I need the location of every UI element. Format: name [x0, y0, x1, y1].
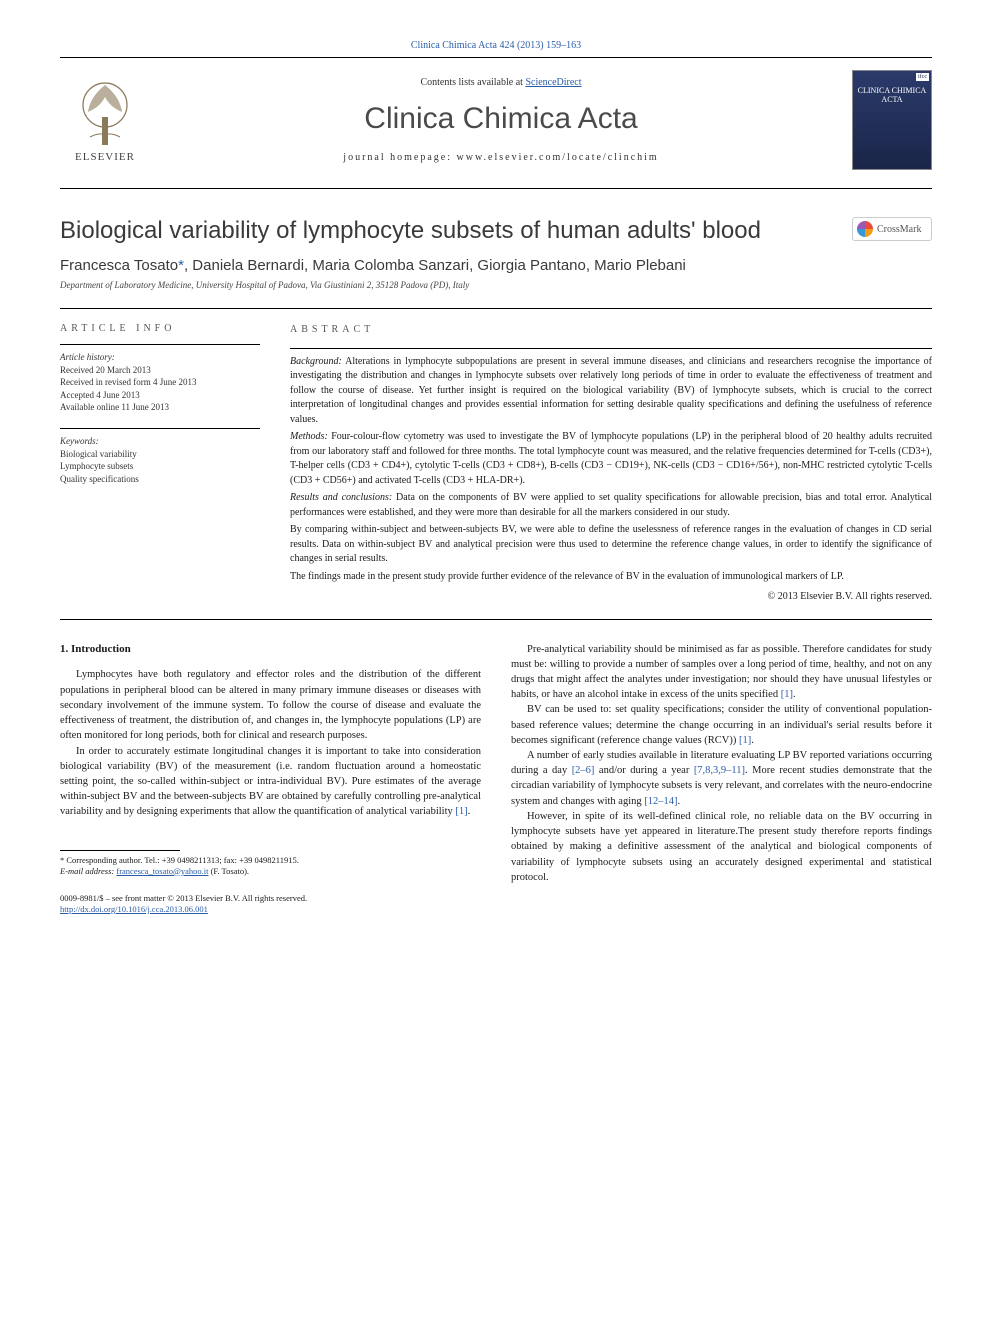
p5b: and/or during a year	[594, 765, 693, 776]
crossmark-icon	[857, 221, 873, 237]
doi-link[interactable]: http://dx.doi.org/10.1016/j.cca.2013.06.…	[60, 904, 208, 914]
keyword: Biological variability	[60, 448, 260, 461]
intro-p5: A number of early studies available in l…	[511, 748, 932, 809]
history-label: Article history:	[60, 351, 260, 364]
mid-rule-top	[60, 308, 932, 309]
cite-link[interactable]: [12–14]	[644, 796, 677, 807]
author-corresponding: Francesca Tosato	[60, 257, 178, 274]
history-online: Available online 11 June 2013	[60, 401, 260, 414]
abs-bg-text: Alterations in lymphocyte subpopulations…	[290, 356, 932, 425]
keywords-label: Keywords:	[60, 435, 260, 448]
publisher-name: ELSEVIER	[75, 151, 135, 163]
top-rule	[60, 57, 932, 58]
cite-link[interactable]: [1]	[739, 735, 751, 746]
intro-p1: Lymphocytes have both regulatory and eff…	[60, 667, 481, 743]
info-abstract-row: ARTICLE INFO Article history: Received 2…	[60, 323, 932, 605]
abstract-head: ABSTRACT	[290, 323, 932, 338]
p5d: .	[678, 796, 681, 807]
footnote-rule	[60, 850, 180, 851]
intro-p6: However, in spite of its well-defined cl…	[511, 809, 932, 885]
affiliation: Department of Laboratory Medicine, Unive…	[60, 280, 932, 290]
p4b: .	[751, 735, 754, 746]
cite-link[interactable]: [7,8,3,9–11]	[694, 765, 745, 776]
publisher-logo: ELSEVIER	[60, 70, 150, 170]
intro-p4: BV can be used to: set quality specifica…	[511, 702, 932, 748]
keywords-block: Keywords: Biological variability Lymphoc…	[60, 428, 260, 485]
abstract: ABSTRACT Background: Alterations in lymp…	[290, 323, 932, 605]
contents-prefix: Contents lists available at	[420, 77, 525, 88]
p2b: .	[468, 806, 471, 817]
body-col-right: Pre-analytical variability should be min…	[511, 642, 932, 915]
homepage-url[interactable]: www.elsevier.com/locate/clinchim	[457, 152, 659, 163]
history-revised: Received in revised form 4 June 2013	[60, 376, 260, 389]
p2a: In order to accurately estimate longitud…	[60, 746, 481, 818]
cite-link[interactable]: [2–6]	[572, 765, 595, 776]
bottom-block: 0009-8981/$ – see front matter © 2013 El…	[60, 893, 481, 915]
article-title: Biological variability of lymphocyte sub…	[60, 217, 852, 245]
homepage-prefix: journal homepage:	[343, 152, 456, 163]
footnote-corresponding: * Corresponding author. Tel.: +39 049821…	[60, 855, 481, 866]
article-info-head: ARTICLE INFO	[60, 323, 260, 334]
authors-line: Francesca Tosato*, Daniela Bernardi, Mar…	[60, 257, 932, 274]
article-info: ARTICLE INFO Article history: Received 2…	[60, 323, 260, 605]
contents-line: Contents lists available at ScienceDirec…	[150, 77, 852, 88]
abstract-copyright: © 2013 Elsevier B.V. All rights reserved…	[290, 590, 932, 605]
intro-p3: Pre-analytical variability should be min…	[511, 642, 932, 703]
email-link[interactable]: francesca_tosato@yahoo.it	[116, 866, 208, 876]
abstract-rule	[290, 348, 932, 349]
authors-rest: , Daniela Bernardi, Maria Colomba Sanzar…	[184, 257, 686, 274]
p4a: BV can be used to: set quality specifica…	[511, 704, 932, 745]
email-label: E-mail address:	[60, 866, 114, 876]
body-columns: 1. Introduction Lymphocytes have both re…	[60, 642, 932, 915]
header-bottom-rule	[60, 188, 932, 189]
keyword: Quality specifications	[60, 473, 260, 486]
intro-heading: 1. Introduction	[60, 642, 481, 658]
keywords-rule	[60, 428, 260, 429]
abstract-results-3: The findings made in the present study p…	[290, 570, 932, 585]
abs-bg-label: Background:	[290, 356, 342, 367]
title-row: Biological variability of lymphocyte sub…	[60, 217, 932, 245]
history-accepted: Accepted 4 June 2013	[60, 389, 260, 402]
footnote-block: * Corresponding author. Tel.: +39 049821…	[60, 855, 481, 877]
history-received: Received 20 March 2013	[60, 364, 260, 377]
p3a: Pre-analytical variability should be min…	[511, 644, 932, 701]
cite-link[interactable]: [1]	[781, 689, 793, 700]
mid-rule-bottom	[60, 619, 932, 620]
footnote-email: E-mail address: francesca_tosato@yahoo.i…	[60, 866, 481, 877]
abs-meth-label: Methods:	[290, 431, 328, 442]
cover-title: CLINICA CHIMICA ACTA	[857, 87, 927, 105]
abstract-results-1: Results and conclusions: Data on the com…	[290, 491, 932, 520]
journal-cover: ifcc CLINICA CHIMICA ACTA	[852, 70, 932, 170]
sciencedirect-link[interactable]: ScienceDirect	[525, 77, 581, 88]
abstract-background: Background: Alterations in lymphocyte su…	[290, 355, 932, 428]
front-matter: 0009-8981/$ – see front matter © 2013 El…	[60, 893, 481, 904]
crossmark-badge[interactable]: CrossMark	[852, 217, 932, 241]
abs-meth-text: Four-colour-flow cytometry was used to i…	[290, 431, 932, 486]
cover-badge: ifcc	[916, 73, 929, 81]
abstract-methods: Methods: Four-colour-flow cytometry was …	[290, 430, 932, 488]
intro-p2: In order to accurately estimate longitud…	[60, 744, 481, 820]
header-center: Contents lists available at ScienceDirec…	[150, 77, 852, 163]
cite-link[interactable]: [1]	[455, 806, 467, 817]
journal-homepage: journal homepage: www.elsevier.com/locat…	[150, 152, 852, 163]
journal-header: ELSEVIER Contents lists available at Sci…	[60, 70, 932, 170]
p3b: .	[793, 689, 796, 700]
elsevier-tree-icon	[70, 77, 140, 147]
body-col-left: 1. Introduction Lymphocytes have both re…	[60, 642, 481, 915]
keyword: Lymphocyte subsets	[60, 460, 260, 473]
abs-res-label: Results and conclusions:	[290, 492, 392, 503]
crossmark-label: CrossMark	[877, 224, 921, 235]
abstract-results-2: By comparing within-subject and between-…	[290, 523, 932, 567]
journal-name: Clinica Chimica Acta	[150, 102, 852, 136]
header-citation: Clinica Chimica Acta 424 (2013) 159–163	[60, 40, 932, 51]
info-rule	[60, 344, 260, 345]
email-who: (F. Tosato).	[208, 866, 249, 876]
